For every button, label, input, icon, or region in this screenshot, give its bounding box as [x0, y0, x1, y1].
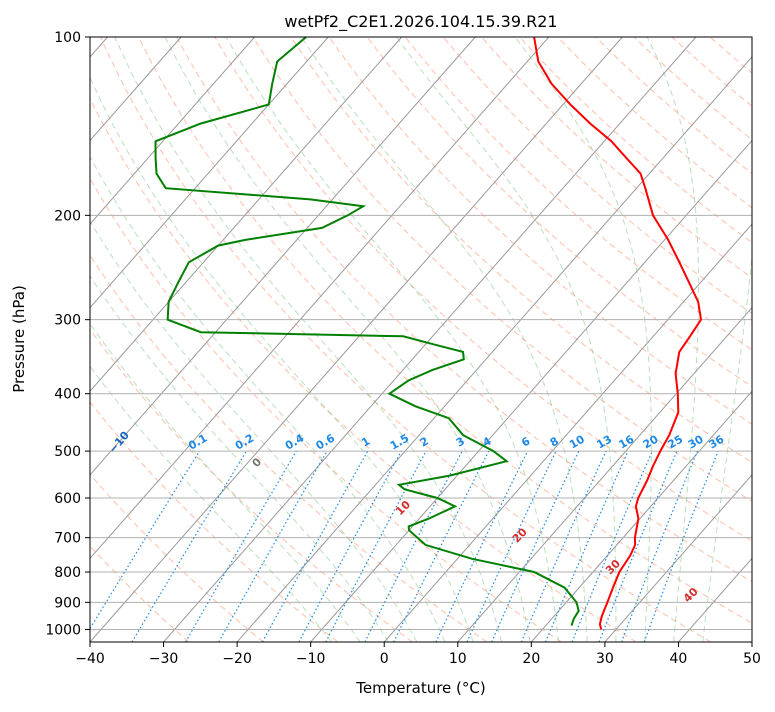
y-tick-label: 200	[54, 208, 81, 224]
x-tick-label: 40	[670, 651, 688, 667]
x-axis-label: Temperature (°C)	[355, 679, 485, 697]
y-axis-label: Pressure (hPa)	[10, 285, 28, 393]
x-tick-label: −40	[75, 651, 105, 667]
chart-title: wetPf2_C2E1.2026.104.15.39.R21	[284, 12, 557, 32]
x-tick-label: 30	[596, 651, 614, 667]
y-tick-label: 400	[54, 387, 81, 403]
x-tick-label: −10	[296, 651, 326, 667]
x-tick-label: 20	[522, 651, 540, 667]
y-tick-label: 1000	[45, 622, 81, 638]
y-tick-label: 900	[54, 595, 81, 611]
x-tick-label: 0	[380, 651, 389, 667]
x-tick-label: 50	[743, 651, 761, 667]
x-tick-label: 10	[449, 651, 467, 667]
y-tick-label: 700	[54, 531, 81, 547]
x-tick-label: −30	[149, 651, 179, 667]
y-tick-label: 500	[54, 444, 81, 460]
y-tick-label: 600	[54, 491, 81, 507]
y-tick-label: 300	[54, 313, 81, 329]
y-tick-label: 800	[54, 565, 81, 581]
y-tick-label: 100	[54, 30, 81, 46]
x-tick-label: −20	[222, 651, 252, 667]
